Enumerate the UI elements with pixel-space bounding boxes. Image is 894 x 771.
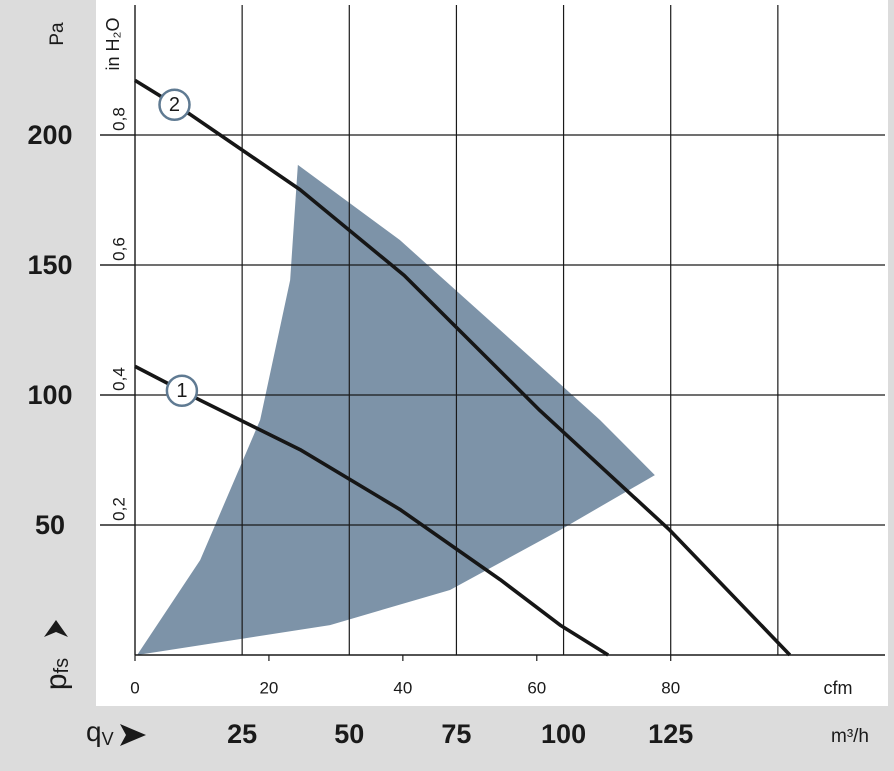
x-unit: m³/h — [831, 726, 869, 747]
y-symbol-sub: fs — [51, 658, 73, 674]
y2-tick-label: 0,6 — [109, 237, 128, 261]
y-tick-label: 100 — [27, 380, 72, 410]
y-tick-label: 50 — [35, 510, 65, 540]
x2-tick-label: 80 — [661, 678, 680, 697]
y-symbol-main: p — [40, 673, 73, 690]
x2-tick-label: 60 — [527, 678, 546, 697]
x-symbol: qV — [86, 716, 114, 748]
fan-curve — [134, 364, 610, 657]
curve-label-badge — [158, 88, 191, 121]
x-tick-label: 75 — [441, 719, 471, 749]
curve-label-badge — [165, 374, 199, 407]
x2-tick-label: 0 — [130, 678, 139, 697]
x-tick-label: 125 — [648, 719, 693, 749]
y-tick-label: 150 — [27, 250, 72, 280]
y2-tick-label: 0,4 — [109, 367, 128, 391]
y2-tick-label: 0,8 — [109, 107, 128, 131]
x-tick-label: 25 — [227, 719, 257, 749]
x-tick-label: 50 — [334, 719, 364, 749]
curve-label: 1 — [176, 380, 187, 402]
y-tick-label: 200 — [27, 120, 72, 150]
x2-tick-label: 20 — [259, 678, 278, 697]
y-unit: Pa — [47, 22, 68, 46]
x2-unit: cfm — [824, 678, 853, 698]
y-symbol: pfs — [40, 658, 73, 690]
y-arrow — [44, 620, 68, 637]
x-symbol-sub: V — [102, 729, 114, 749]
x2-tick-label: 40 — [393, 678, 412, 697]
y2-unit: in H₂O — [103, 18, 123, 71]
y2-tick-label: 0,2 — [109, 497, 128, 521]
fan-curve — [134, 78, 792, 657]
x-tick-label: 100 — [541, 719, 586, 749]
curve-label: 2 — [169, 94, 180, 116]
x-symbol-main: q — [86, 716, 102, 747]
operating-region — [137, 164, 655, 655]
x-arrow — [120, 724, 146, 746]
